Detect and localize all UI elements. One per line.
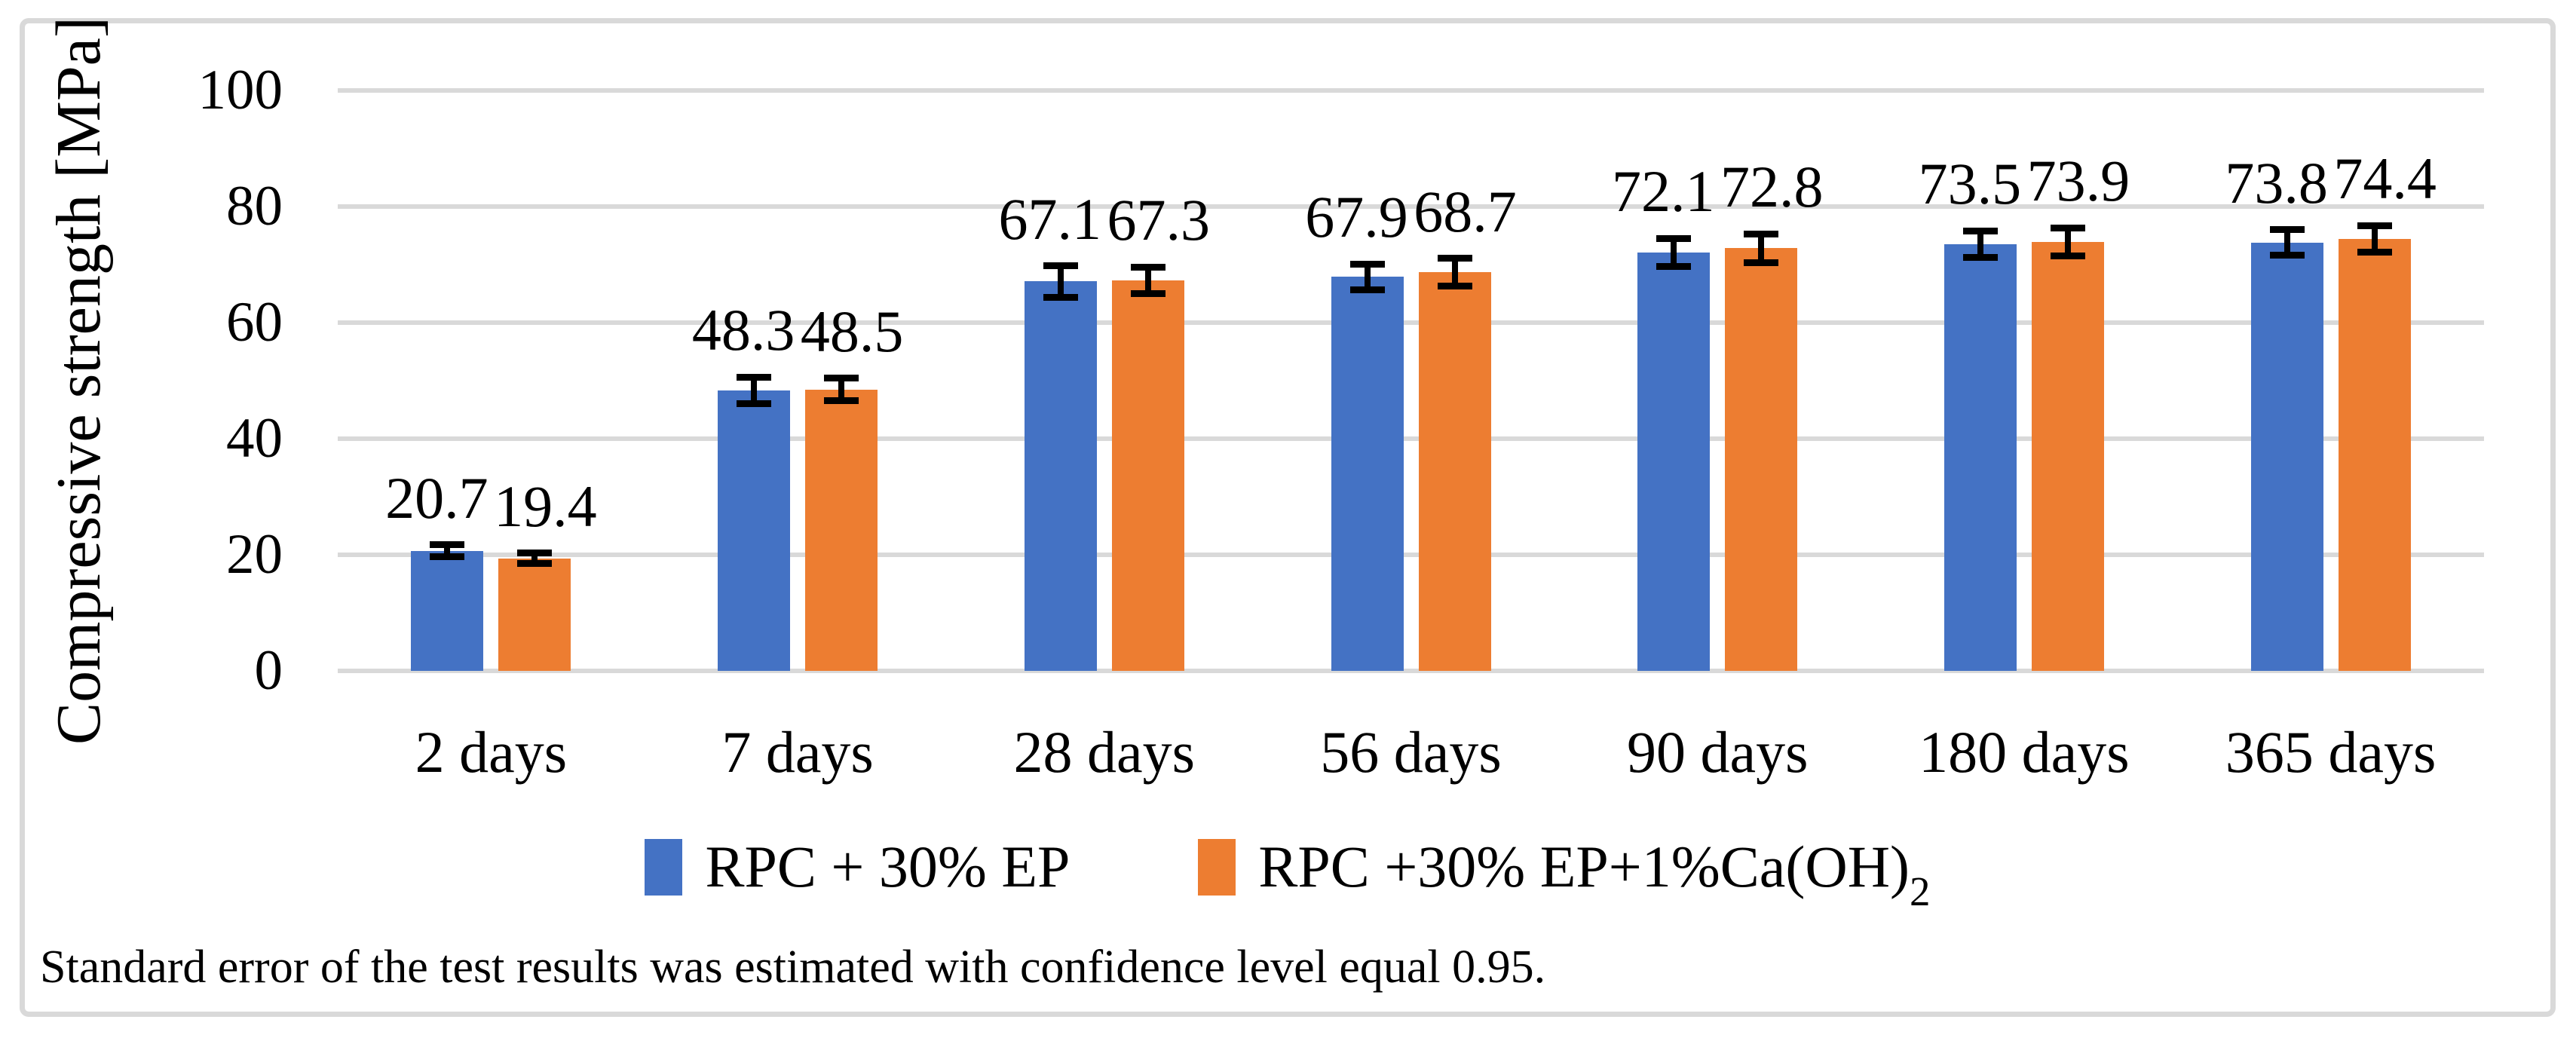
y-tick-label: 100 xyxy=(198,59,283,121)
error-bar-cap-bottom xyxy=(1744,259,1779,267)
error-bar-line xyxy=(2064,228,2071,256)
y-tick-label: 40 xyxy=(226,407,283,470)
y-tick-label: 0 xyxy=(254,639,283,702)
error-bar-cap-top xyxy=(430,541,465,549)
category-label: 56 days xyxy=(1320,719,1502,785)
value-label: 72.8 xyxy=(1720,154,1824,220)
gridline xyxy=(338,669,2484,673)
bar xyxy=(2031,241,2104,671)
bar xyxy=(1111,280,1184,671)
error-bar-cap-bottom xyxy=(1656,262,1692,270)
y-tick-label: 20 xyxy=(226,523,283,586)
bar xyxy=(1943,244,2017,671)
error-bar-cap-top xyxy=(1744,230,1779,237)
value-label: 48.5 xyxy=(800,298,904,364)
value-label: 73.5 xyxy=(1918,151,2022,217)
error-bar-cap-top xyxy=(737,373,772,381)
bar xyxy=(2338,239,2411,671)
error-bar-cap-bottom xyxy=(430,553,465,560)
error-bar-line xyxy=(2283,229,2290,256)
bar xyxy=(1024,281,1097,671)
value-label: 19.4 xyxy=(494,473,597,539)
gridline xyxy=(338,88,2484,93)
bar xyxy=(2250,242,2323,671)
error-bar-cap-top xyxy=(1962,227,1998,234)
value-label: 73.8 xyxy=(2225,149,2328,216)
error-bar-line xyxy=(1451,258,1458,286)
error-bar-cap-bottom xyxy=(1043,293,1078,301)
value-label: 73.9 xyxy=(2026,148,2130,214)
error-bar-cap-bottom xyxy=(2269,252,2305,259)
error-bar-cap-top xyxy=(2269,226,2305,234)
value-label: 67.9 xyxy=(1305,184,1408,250)
error-bar-cap-top xyxy=(517,550,553,557)
error-bar-cap-bottom xyxy=(517,560,553,568)
bar xyxy=(1637,252,1711,671)
error-bar-line xyxy=(1057,265,1064,298)
error-bar-line xyxy=(751,377,758,404)
category-label: 365 days xyxy=(2225,719,2437,785)
footnote: Standard error of the test results was e… xyxy=(40,941,1546,993)
category-label: 180 days xyxy=(1919,719,2130,785)
error-bar-cap-bottom xyxy=(737,400,772,408)
y-tick-label: 60 xyxy=(226,291,283,354)
error-bar-line xyxy=(1364,264,1371,290)
legend-label-series1: RPC + 30% EP xyxy=(705,834,1071,899)
error-bar-cap-top xyxy=(2050,224,2085,231)
error-bar-line xyxy=(2371,225,2378,253)
bar xyxy=(718,390,791,671)
gridline xyxy=(338,436,2484,441)
error-bar-cap-bottom xyxy=(2357,249,2392,256)
error-bar-line xyxy=(1758,234,1765,263)
error-bar-cap-bottom xyxy=(1962,254,1998,262)
bar xyxy=(498,558,571,671)
category-label: 2 days xyxy=(415,719,568,785)
error-bar-line xyxy=(1977,231,1983,258)
category-label: 90 days xyxy=(1626,719,1809,785)
legend-label-series2: RPC +30% EP+1%Ca(OH)2 xyxy=(1258,834,1931,914)
error-bar-line xyxy=(444,544,451,557)
error-bar-cap-top xyxy=(1656,234,1692,242)
error-bar-cap-bottom xyxy=(1437,282,1472,289)
error-bar-cap-bottom xyxy=(1349,286,1385,293)
legend-item-series2: RPC +30% EP+1%Ca(OH)2 xyxy=(1198,829,1931,914)
error-bar-cap-top xyxy=(1043,262,1078,270)
error-bar-cap-bottom xyxy=(1130,290,1165,297)
category-label: 7 days xyxy=(721,719,874,785)
error-bar-cap-bottom xyxy=(824,396,859,404)
value-label: 67.1 xyxy=(998,185,1102,252)
legend-item-series1: RPC + 30% EP xyxy=(645,829,1070,905)
bar xyxy=(1725,248,1798,671)
gridline xyxy=(338,553,2484,557)
value-label: 68.7 xyxy=(1414,178,1517,244)
gridline xyxy=(338,320,2484,325)
error-bar-cap-top xyxy=(1130,263,1165,271)
bar xyxy=(805,389,878,671)
bar xyxy=(1331,277,1404,671)
error-bar-line xyxy=(1144,267,1151,294)
value-label: 67.3 xyxy=(1107,187,1211,253)
legend-swatch-blue-icon xyxy=(645,838,683,896)
category-label: 28 days xyxy=(1013,719,1196,785)
legend-swatch-orange-icon xyxy=(1198,838,1236,896)
value-label: 72.1 xyxy=(1611,158,1715,225)
error-bar-cap-top xyxy=(1437,255,1472,262)
gridline xyxy=(338,204,2484,209)
legend: RPC + 30% EP RPC +30% EP+1%Ca(OH)2 xyxy=(25,825,2550,914)
error-bar-line xyxy=(531,553,538,564)
value-label: 20.7 xyxy=(385,464,489,531)
bar xyxy=(1418,272,1491,671)
value-label: 74.4 xyxy=(2333,145,2437,212)
value-label: 48.3 xyxy=(691,297,795,363)
error-bar-cap-top xyxy=(824,375,859,382)
bar xyxy=(411,550,484,671)
error-bar-cap-top xyxy=(1349,260,1385,268)
error-bar-cap-top xyxy=(2357,222,2392,229)
error-bar-line xyxy=(838,378,845,401)
y-tick-label: 80 xyxy=(226,175,283,237)
error-bar-cap-bottom xyxy=(2050,252,2085,259)
error-bar-line xyxy=(1671,238,1677,267)
